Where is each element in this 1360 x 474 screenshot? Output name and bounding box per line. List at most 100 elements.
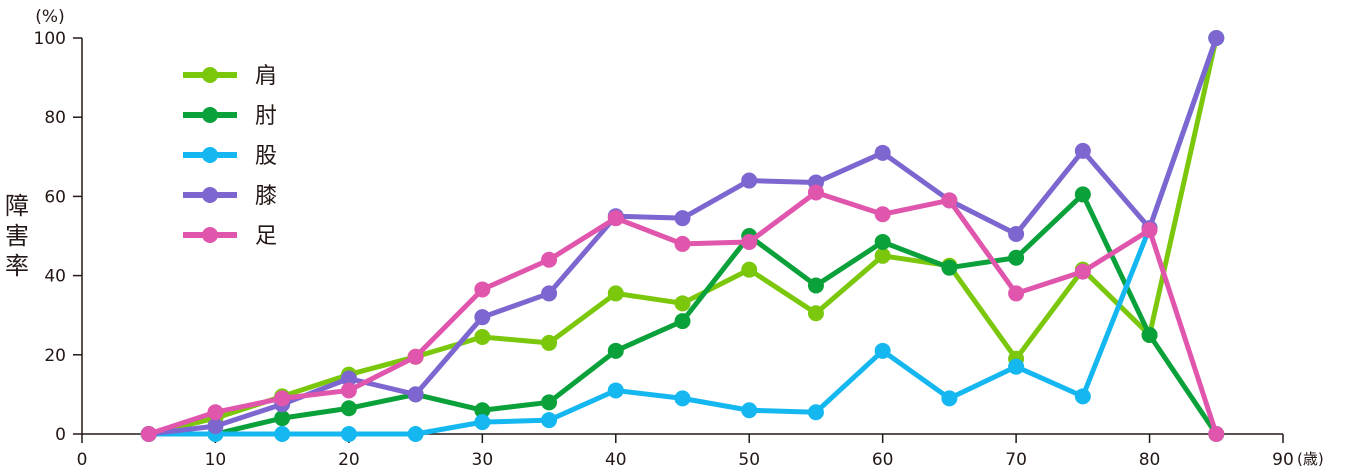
data-point (807, 184, 824, 201)
data-point (807, 305, 824, 322)
data-point (340, 370, 357, 387)
x-tick-label: 10 (205, 450, 227, 470)
data-point (941, 259, 958, 276)
x-tick-label: 60 (872, 450, 894, 470)
data-point (874, 247, 891, 264)
data-point (874, 342, 891, 359)
data-point (274, 390, 291, 407)
data-point (807, 404, 824, 421)
legend-label: 肩 (255, 64, 277, 89)
data-point (1141, 327, 1158, 343)
data-point (674, 390, 691, 407)
legend-swatch-point (202, 67, 218, 83)
x-tick-label: 40 (605, 450, 627, 470)
data-point (1008, 285, 1025, 302)
data-point (1208, 30, 1225, 46)
data-point (941, 390, 958, 407)
data-point (407, 426, 424, 442)
data-point (674, 210, 691, 227)
data-point (207, 404, 224, 421)
data-point (1208, 426, 1225, 442)
data-point (941, 192, 958, 209)
legend-item: 肘 (183, 104, 277, 129)
data-point (741, 233, 758, 250)
x-tick-label: 20 (338, 450, 360, 470)
data-point (741, 172, 758, 189)
legend-item: 肩 (183, 64, 277, 89)
data-point (407, 386, 424, 403)
y-axis-title-text: 障害率 (5, 192, 29, 280)
data-point (541, 412, 558, 429)
x-tick-label: 0 (77, 450, 88, 470)
data-point (340, 400, 357, 417)
data-point (1008, 249, 1025, 266)
legend-item: 股 (183, 144, 277, 169)
y-tick-label: 0 (55, 425, 66, 445)
data-point (607, 285, 624, 302)
data-point (340, 426, 357, 442)
y-tick-label: 40 (44, 267, 66, 287)
y-unit-label: (%) (35, 7, 64, 27)
data-point (1008, 358, 1025, 375)
data-point (474, 281, 491, 298)
data-point (607, 210, 624, 227)
data-point (674, 295, 691, 312)
data-point (874, 233, 891, 250)
series-4 (140, 184, 1225, 442)
y-tick-label: 80 (44, 108, 66, 128)
y-ticks: 0 20 40 60 80 100 (34, 29, 82, 445)
data-point (674, 235, 691, 252)
data-point (474, 309, 491, 326)
data-point (874, 144, 891, 161)
data-point (274, 410, 291, 427)
legend-swatch-point (202, 147, 218, 163)
data-point (541, 251, 558, 268)
data-point (607, 382, 624, 399)
data-point (1074, 142, 1091, 159)
legend-swatch-point (202, 187, 218, 203)
data-point (541, 334, 558, 351)
series-layer (140, 30, 1225, 442)
data-point (474, 328, 491, 345)
legend-label: 足 (255, 224, 277, 249)
y-tick-label: 20 (44, 346, 66, 366)
data-point (407, 348, 424, 365)
y-axis-title: 障害率 (5, 192, 29, 280)
x-tick-label: 80 (1139, 450, 1161, 470)
data-point (474, 402, 491, 419)
data-point (1074, 186, 1091, 203)
legend-swatch-point (202, 227, 218, 243)
data-point (541, 394, 558, 411)
legend-swatch-point (202, 107, 218, 123)
data-point (607, 342, 624, 359)
data-point (1074, 263, 1091, 280)
data-point (807, 277, 824, 294)
data-point (340, 382, 357, 399)
data-point (207, 418, 224, 435)
y-tick-label: 60 (44, 187, 66, 207)
data-point (741, 402, 758, 419)
data-point (1141, 222, 1158, 239)
data-point (541, 285, 558, 302)
legend-item: 膝 (183, 184, 277, 209)
data-point (674, 313, 691, 330)
data-point (1074, 388, 1091, 405)
legend-item: 足 (183, 224, 277, 249)
x-tick-label: 50 (738, 450, 760, 470)
legend-label: 膝 (255, 184, 277, 209)
data-point (1008, 226, 1025, 243)
y-tick-label: 100 (34, 29, 66, 49)
data-point (274, 426, 291, 442)
data-point (140, 426, 157, 442)
legend-label: 肘 (255, 104, 277, 129)
x-unit-label: (歳) (1297, 450, 1324, 468)
data-point (874, 206, 891, 223)
data-point (474, 414, 491, 431)
legend-label: 股 (255, 144, 277, 169)
x-tick-label: 30 (472, 450, 494, 470)
x-tick-label: 90 (1272, 450, 1294, 470)
x-ticks: 0 10 20 30 40 50 60 70 80 90 (77, 434, 1294, 470)
x-tick-label: 70 (1005, 450, 1027, 470)
